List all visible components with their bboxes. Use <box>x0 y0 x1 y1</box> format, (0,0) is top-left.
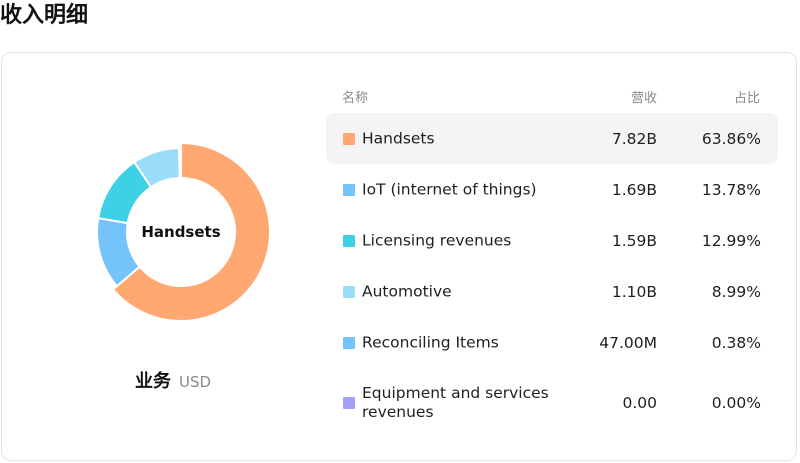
chart-caption-title: 业务 <box>135 371 171 392</box>
donut-chart: Handsets <box>86 137 276 327</box>
donut-slice[interactable] <box>177 146 182 180</box>
page-title: 收入明细 <box>0 3 89 28</box>
row-name: Equipment and services revenues <box>362 384 549 421</box>
row-name: Handsets <box>362 129 435 147</box>
legend-swatch <box>343 132 355 145</box>
row-share: 13.78% <box>701 180 761 199</box>
donut-center-label: Handsets <box>141 223 221 241</box>
donut-chart-svg <box>96 142 271 322</box>
row-share: 0.38% <box>711 333 761 352</box>
revenue-breakdown-card: Handsets 业务 USD 名称 营收 占比 Handsets 7.82B … <box>1 52 797 461</box>
chart-caption: 业务 USD <box>135 367 211 393</box>
row-revenue: 47.00M <box>599 333 657 352</box>
header-share: 占比 <box>733 91 760 106</box>
donut-slice[interactable] <box>111 142 271 322</box>
row-name: IoT (internet of things) <box>362 180 537 198</box>
row-name: Automotive <box>362 282 452 300</box>
row-revenue: 7.82B <box>611 129 657 148</box>
chart-caption-unit: USD <box>179 373 212 391</box>
table-row[interactable]: Licensing revenues 1.59B 12.99% <box>326 215 778 266</box>
row-share: 12.99% <box>701 231 761 250</box>
header-name: 名称 <box>342 91 369 106</box>
legend-swatch <box>343 336 355 349</box>
revenue-table: Handsets 7.82B 63.86% IoT (internet of t… <box>326 113 778 438</box>
table-row[interactable]: Automotive 1.10B 8.99% <box>326 266 778 317</box>
row-share: 0.00% <box>711 394 761 412</box>
row-name: Licensing revenues <box>362 231 512 249</box>
header-revenue: 营收 <box>630 91 657 106</box>
table-row[interactable]: Equipment and services revenues 0.00 0.0… <box>326 368 778 438</box>
table-row[interactable]: IoT (internet of things) 1.69B 13.78% <box>326 164 778 215</box>
legend-swatch <box>343 234 355 247</box>
row-share: 63.86% <box>701 129 761 148</box>
table-header: 名称 营收 占比 <box>342 87 762 107</box>
legend-swatch <box>343 285 355 298</box>
legend-swatch <box>343 183 355 196</box>
table-row[interactable]: Handsets 7.82B 63.86% <box>326 113 778 164</box>
row-revenue: 1.69B <box>611 180 657 199</box>
table-row[interactable]: Reconciling Items 47.00M 0.38% <box>326 317 778 368</box>
row-share: 8.99% <box>711 282 761 301</box>
row-revenue: 0.00 <box>622 394 657 412</box>
row-name: Reconciling Items <box>362 333 499 351</box>
row-revenue: 1.10B <box>611 282 657 301</box>
legend-swatch <box>343 397 355 409</box>
row-revenue: 1.59B <box>611 231 657 250</box>
